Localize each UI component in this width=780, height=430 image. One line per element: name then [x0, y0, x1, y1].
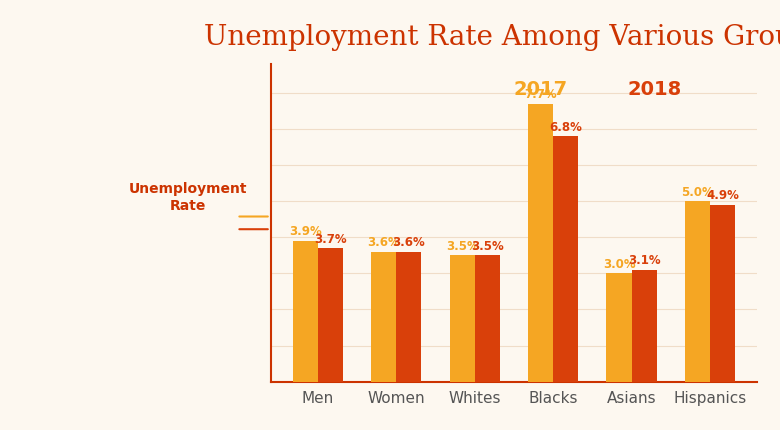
Text: 7.7%: 7.7% [524, 88, 557, 101]
Text: 2017: 2017 [513, 80, 568, 99]
Text: 4.9%: 4.9% [706, 189, 739, 202]
Bar [292, 241, 317, 382]
Bar [317, 248, 343, 382]
Text: 3.7%: 3.7% [314, 233, 346, 246]
Text: 3.5%: 3.5% [471, 240, 504, 253]
Bar [685, 201, 710, 382]
Bar [449, 255, 475, 382]
Text: 3.5%: 3.5% [445, 240, 478, 253]
Bar [528, 104, 553, 382]
Bar [607, 273, 632, 382]
Text: 2018: 2018 [628, 80, 682, 99]
Text: 3.0%: 3.0% [603, 258, 636, 271]
Title: Unemployment Rate Among Various Groups: Unemployment Rate Among Various Groups [204, 24, 780, 51]
Bar [710, 205, 735, 382]
Bar [371, 252, 396, 382]
Bar [632, 270, 657, 382]
Text: 5.0%: 5.0% [681, 186, 714, 199]
Bar [396, 252, 421, 382]
Text: Unemployment
Rate: Unemployment Rate [129, 182, 247, 212]
Text: 3.6%: 3.6% [392, 236, 425, 249]
Text: 6.8%: 6.8% [549, 121, 582, 134]
Bar [475, 255, 500, 382]
Text: 3.9%: 3.9% [289, 225, 321, 238]
Bar [553, 136, 578, 382]
Text: 3.6%: 3.6% [367, 236, 400, 249]
Text: 3.1%: 3.1% [628, 254, 661, 267]
